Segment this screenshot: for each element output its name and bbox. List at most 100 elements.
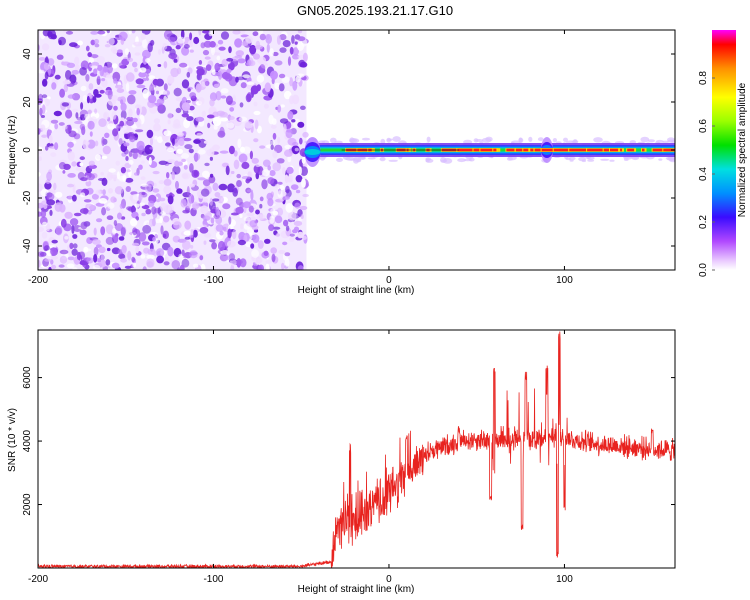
- noise-blob: [278, 83, 285, 92]
- noise-blob: [259, 203, 263, 209]
- noise-blob: [236, 180, 242, 187]
- noise-blob: [177, 132, 184, 137]
- snr-y-tick-label: 4000: [22, 430, 33, 453]
- noise-blob: [152, 170, 160, 175]
- noise-blob: [101, 136, 105, 147]
- noise-blob: [96, 218, 103, 223]
- noise-blob: [225, 165, 230, 176]
- noise-blob: [267, 198, 274, 207]
- signal-core-red: [627, 148, 635, 152]
- noise-blob: [302, 193, 309, 198]
- noise-blob: [252, 31, 259, 37]
- noise-blob: [139, 202, 146, 207]
- noise-blob: [183, 118, 191, 129]
- noise-blob: [97, 75, 101, 80]
- noise-blob: [72, 194, 77, 202]
- noise-blob: [188, 105, 195, 111]
- noise-blob: [300, 166, 308, 177]
- snr-y-tick-label: 6000: [22, 366, 33, 389]
- noise-blob: [269, 170, 276, 177]
- noise-blob: [222, 203, 231, 210]
- noise-blob: [146, 258, 155, 269]
- noise-blob: [189, 163, 194, 173]
- noise-blob: [214, 192, 221, 198]
- noise-blob: [39, 251, 47, 257]
- noise-blob: [72, 267, 78, 270]
- noise-blob: [284, 149, 293, 157]
- noise-blob: [240, 223, 244, 230]
- noise-blob: [241, 161, 250, 170]
- noise-blob: [235, 50, 244, 57]
- noise-blob: [122, 174, 127, 182]
- signal-halo-blob: [318, 140, 326, 144]
- colorbar-tick-label: 0.8: [698, 71, 709, 85]
- noise-blob: [286, 166, 294, 174]
- noise-blob: [141, 241, 150, 246]
- noise-blob: [79, 67, 87, 76]
- noise-blob: [186, 71, 191, 78]
- noise-blob: [111, 262, 120, 269]
- noise-blob: [255, 209, 260, 215]
- noise-blob: [98, 198, 108, 204]
- noise-blob: [113, 220, 118, 226]
- noise-blob: [92, 264, 101, 270]
- noise-blob: [218, 70, 222, 80]
- noise-blob: [85, 203, 94, 209]
- signal-halo-blob: [537, 137, 544, 142]
- noise-blob: [71, 161, 77, 167]
- noise-blob: [279, 34, 287, 41]
- noise-blob: [270, 70, 278, 80]
- noise-blob: [276, 35, 282, 45]
- signal-halo-blob: [661, 140, 670, 144]
- noise-blob: [104, 132, 110, 138]
- noise-blob: [108, 188, 113, 194]
- colorbar-ticks: 0.0 0.2 0.4 0.6 0.8: [698, 71, 715, 277]
- noise-blob: [228, 216, 232, 225]
- noise-blob: [238, 116, 248, 122]
- noise-blob: [51, 82, 57, 90]
- noise-blob: [126, 119, 134, 126]
- noise-blob: [213, 125, 218, 130]
- noise-blob: [82, 95, 88, 102]
- noise-blob: [43, 204, 48, 210]
- colorbar-title: Normalized spectral amplitude: [737, 82, 748, 217]
- noise-blob: [282, 191, 287, 197]
- noise-blob: [239, 201, 245, 209]
- noise-blob: [46, 199, 56, 206]
- noise-blob: [167, 119, 171, 125]
- noise-blob: [163, 130, 172, 137]
- noise-blob: [114, 223, 124, 232]
- noise-blob: [289, 236, 295, 242]
- noise-blob: [219, 117, 229, 122]
- noise-blob: [291, 35, 295, 44]
- noise-blob: [87, 139, 96, 149]
- noise-blob: [240, 82, 247, 89]
- noise-blob: [90, 31, 99, 35]
- noise-blob: [175, 107, 182, 114]
- noise-blob: [299, 61, 308, 68]
- noise-blob: [178, 253, 184, 261]
- noise-blob: [148, 200, 155, 207]
- noise-blob: [38, 128, 41, 135]
- noise-blob: [199, 255, 204, 261]
- noise-blob: [103, 112, 107, 119]
- noise-blob: [115, 84, 123, 89]
- noise-blob: [84, 113, 90, 120]
- noise-blob: [263, 103, 269, 109]
- signal-halo-blob: [388, 159, 399, 162]
- noise-blob: [174, 30, 180, 37]
- noise-blob: [152, 236, 157, 242]
- noise-blob: [123, 142, 130, 147]
- noise-blob: [58, 39, 62, 46]
- noise-blob: [118, 138, 123, 145]
- heatmap-noise-region: [38, 30, 310, 270]
- noise-blob: [141, 212, 146, 217]
- noise-blob: [279, 47, 287, 53]
- noise-blob: [237, 239, 246, 246]
- noise-blob: [71, 93, 81, 101]
- noise-blob: [125, 82, 130, 93]
- noise-blob: [89, 131, 93, 137]
- noise-blob: [298, 166, 302, 175]
- noise-blob: [202, 179, 211, 187]
